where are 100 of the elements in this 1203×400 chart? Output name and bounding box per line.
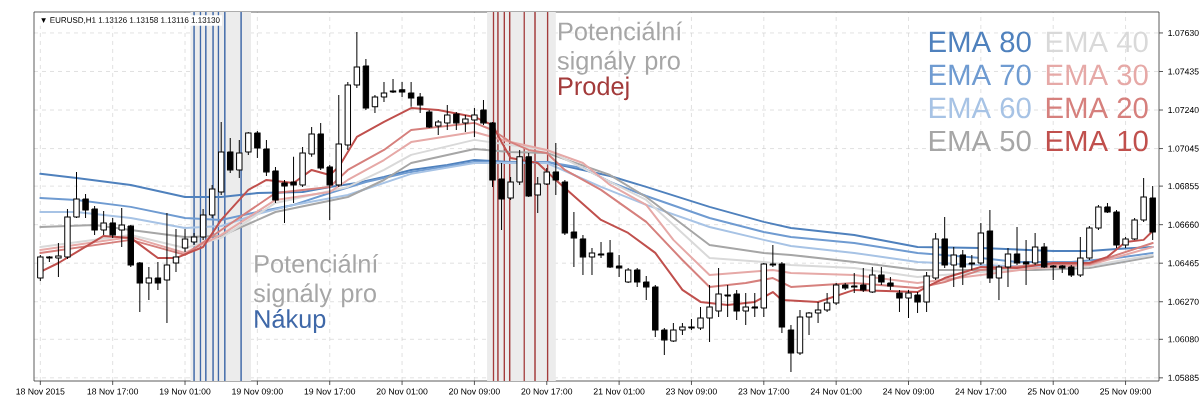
candlestick [398,81,406,98]
candlestick [498,162,505,231]
text: ▼ EURUSD,H1 1.13126 1.13158 1.13116 1.13130 [41,17,220,24]
candlestick [896,289,903,313]
x-tick-label: 20 Nov 09:00 [449,388,500,395]
candlestick [697,306,704,331]
y-tick-label: 1.06465 [1168,260,1199,267]
candlestick [308,126,315,158]
candlestick [236,139,243,179]
candlestick [995,264,1003,301]
x-tick-label: 23 Nov 09:00 [666,388,717,395]
candlestick [534,176,541,214]
candlestick [588,247,596,276]
candlestick [905,289,912,319]
candlestick [742,292,749,326]
candlestick [814,301,822,324]
x-tick-label: 19 Nov 17:00 [304,388,356,395]
x-tick-label: 20 Nov 17:00 [521,388,573,395]
candlestick [353,31,361,89]
x-tick-label: 25 Nov 09:00 [1100,388,1151,395]
y-tick-label: 1.06270 [1168,298,1199,305]
candlestick [643,275,650,301]
candlestick [37,254,44,282]
candlestick [290,156,297,204]
y-tick-label: 1.07435 [1168,68,1199,75]
candlestick [507,176,514,201]
candlestick [254,130,261,159]
candlestick [751,292,758,318]
annotation: Prodej [559,76,629,101]
candlestick [1040,242,1048,269]
x-tick-label: 20 Nov 01:00 [376,388,428,395]
candlestick [389,78,397,94]
candlestick [100,210,107,236]
x-tick-label: 23 Nov 17:00 [738,388,790,395]
candlestick [724,284,731,318]
candlestick [1077,236,1084,278]
candlestick [959,249,966,286]
candlestick [444,104,451,131]
annotation: Potenciální signály pro [253,253,379,308]
x-tick-label: 19 Nov 09:00 [232,388,283,395]
candlestick [91,205,98,236]
y-tick-label: 1.07630 [1168,29,1199,37]
candlestick [1022,239,1030,286]
candlestick [552,142,560,196]
candlestick [1140,177,1147,223]
x-tick-label: 25 Nov 01:00 [1027,388,1079,395]
candlestick [851,272,858,294]
candlestick [950,246,957,288]
candlestick [471,107,478,138]
candlestick [787,324,795,373]
text: EMA 20 [1046,97,1148,119]
x-tick-label: 21 Nov 01:00 [593,388,645,395]
candlestick [480,99,487,126]
candlestick [597,241,605,259]
candlestick [407,81,415,108]
candlestick [416,92,424,114]
candlestick [1095,204,1102,231]
candlestick [633,267,641,288]
candlestick [570,211,578,268]
candlestick [73,171,80,219]
candlestick [832,282,840,306]
text: EMA 70 [929,64,1031,86]
candlestick [181,228,189,253]
candlestick [869,266,876,294]
candlestick [606,239,614,269]
text: EMA 60 [929,97,1031,119]
candlestick [82,193,89,219]
annotation: Nákup [255,309,326,333]
x-tick-label: 18 Nov 17:00 [87,388,139,395]
candlestick [1004,247,1012,288]
candlestick [154,261,162,291]
candlestick [769,244,777,268]
y-tick-label: 1.06080 [1168,336,1199,343]
text: EMA 30 [1046,64,1148,86]
candlestick [281,179,288,224]
candlestick [1013,226,1021,266]
candlestick [163,212,171,324]
candlestick [805,311,813,336]
candlestick [1131,217,1138,241]
candlestick [823,292,831,313]
x-tick-label: 24 Nov 17:00 [955,388,1007,395]
candlestick [326,164,333,221]
candlestick [109,217,116,239]
candlestick [914,291,921,314]
y-tick-label: 1.05885 [1168,374,1199,381]
y-tick-label: 1.07240 [1168,106,1199,114]
text: EMA 10 [1046,130,1148,152]
candlestick [136,261,144,313]
candlestick [715,267,722,318]
annotation: Potenciální signály pro [557,21,683,75]
candlestick [661,327,668,356]
candlestick [860,267,867,293]
y-tick-label: 1.06855 [1168,183,1199,190]
text: EMA 50 [929,130,1031,152]
candlestick [615,254,623,278]
candlestick [118,207,125,248]
candlestick [172,228,180,273]
x-tick-label: 24 Nov 01:00 [810,388,862,395]
candlestick [263,139,270,177]
candlestick [579,234,587,276]
